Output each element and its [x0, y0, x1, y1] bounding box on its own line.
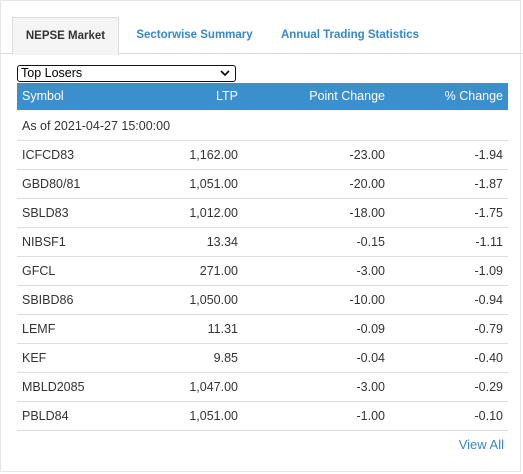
- pct-change-cell: -1.94: [474, 148, 504, 162]
- pct-change-cell: -1.09: [474, 264, 504, 278]
- chevron-down-icon: [220, 70, 230, 77]
- pct-change-cell: -1.75: [474, 206, 504, 220]
- as-of-timestamp: As of 2021-04-27 15:00:00: [17, 111, 508, 141]
- pct-change-cell: -0.10: [474, 409, 504, 423]
- symbol-cell: GBD80/81: [22, 177, 81, 191]
- view-all-link[interactable]: View All: [458, 437, 504, 452]
- pct-change-cell: -1.11: [475, 235, 503, 249]
- tab-annual-trading-statistics[interactable]: Annual Trading Statistics: [280, 29, 420, 41]
- tab-bar: NEPSE Market Sectorwise Summary Annual T…: [0, 0, 523, 55]
- table-row[interactable]: GFCL 271.00 -3.00 -1.09: [17, 257, 508, 286]
- market-filter-value: Top Losers: [21, 66, 83, 80]
- header-pct-change[interactable]: % Change: [444, 89, 503, 103]
- market-filter-select[interactable]: Top Losers: [17, 65, 236, 82]
- ltp-cell: 271.00: [199, 264, 238, 278]
- tab-sectorwise-summary[interactable]: Sectorwise Summary: [136, 29, 253, 41]
- header-ltp[interactable]: LTP: [216, 89, 238, 103]
- symbol-cell: SBIBD86: [22, 293, 74, 307]
- table-row[interactable]: GBD80/81 1,051.00 -20.00 -1.87: [17, 170, 508, 199]
- point-change-cell: -0.15: [356, 235, 386, 249]
- table-row[interactable]: SBLD83 1,012.00 -18.00 -1.75: [17, 199, 508, 228]
- pct-change-cell: -1.87: [474, 177, 504, 191]
- header-symbol[interactable]: Symbol: [22, 89, 64, 103]
- ltp-cell: 1,051.00: [189, 177, 238, 191]
- symbol-cell: KEF: [22, 351, 47, 365]
- ltp-cell: 1,047.00: [189, 380, 238, 394]
- table-row[interactable]: ICFCD83 1,162.00 -23.00 -1.94: [17, 141, 508, 170]
- pct-change-cell: -0.40: [474, 351, 504, 365]
- table-row[interactable]: LEMF 11.31 -0.09 -0.79: [17, 315, 508, 344]
- header-point-change[interactable]: Point Change: [309, 89, 385, 103]
- symbol-cell: PBLD84: [22, 409, 69, 423]
- symbol-cell: SBLD83: [22, 206, 69, 220]
- symbol-cell: NIBSF1: [22, 235, 66, 249]
- ltp-cell: 1,050.00: [189, 293, 238, 307]
- ltp-cell: 11.31: [207, 322, 238, 336]
- ltp-cell: 1,162.00: [189, 148, 238, 162]
- point-change-cell: -20.00: [349, 177, 385, 191]
- table-row[interactable]: KEF 9.85 -0.04 -0.40: [17, 344, 508, 373]
- symbol-cell: GFCL: [22, 264, 56, 278]
- symbol-cell: LEMF: [22, 322, 56, 336]
- point-change-cell: -18.00: [349, 206, 385, 220]
- table-row[interactable]: MBLD2085 1,047.00 -3.00 -0.29: [17, 373, 508, 402]
- point-change-cell: -3.00: [356, 264, 386, 278]
- point-change-cell: -10.00: [349, 293, 385, 307]
- pct-change-cell: -0.79: [474, 322, 504, 336]
- symbol-cell: ICFCD83: [22, 148, 75, 162]
- table-row[interactable]: SBIBD86 1,050.00 -10.00 -0.94: [17, 286, 508, 315]
- symbol-cell: MBLD2085: [22, 380, 85, 394]
- table-row[interactable]: PBLD84 1,051.00 -1.00 -0.10: [17, 402, 508, 431]
- point-change-cell: -0.04: [356, 351, 386, 365]
- table-header: Symbol LTP Point Change % Change: [17, 83, 508, 110]
- point-change-cell: -0.09: [356, 322, 386, 336]
- tab-nepse-market[interactable]: NEPSE Market: [12, 17, 119, 55]
- pct-change-cell: -0.29: [474, 380, 504, 394]
- pct-change-cell: -0.94: [474, 293, 504, 307]
- ltp-cell: 1,012.00: [189, 206, 238, 220]
- point-change-cell: -23.00: [349, 148, 385, 162]
- table-row[interactable]: NIBSF1 13.34 -0.15 -1.11: [17, 228, 508, 257]
- point-change-cell: -3.00: [356, 380, 386, 394]
- ltp-cell: 13.34: [206, 235, 238, 249]
- ltp-cell: 1,051.00: [189, 409, 238, 423]
- ltp-cell: 9.85: [213, 351, 238, 365]
- point-change-cell: -1.00: [356, 409, 386, 423]
